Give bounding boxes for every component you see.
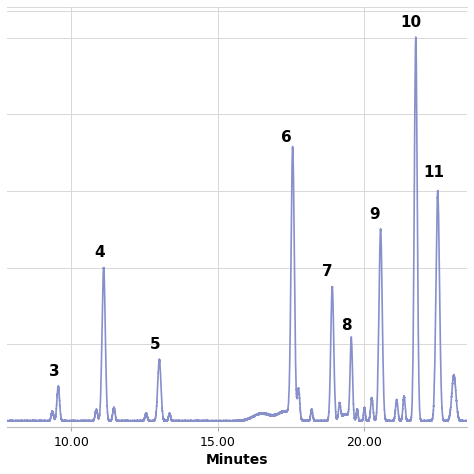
Text: 7: 7 <box>322 264 332 279</box>
Text: 3: 3 <box>48 364 59 379</box>
Text: 4: 4 <box>94 245 105 260</box>
Text: 9: 9 <box>369 207 380 222</box>
Text: 6: 6 <box>282 130 292 145</box>
Text: 11: 11 <box>424 164 445 180</box>
Text: 10: 10 <box>401 15 422 30</box>
Text: 5: 5 <box>150 337 160 352</box>
X-axis label: Minutes: Minutes <box>206 453 268 467</box>
Text: 8: 8 <box>341 318 352 333</box>
